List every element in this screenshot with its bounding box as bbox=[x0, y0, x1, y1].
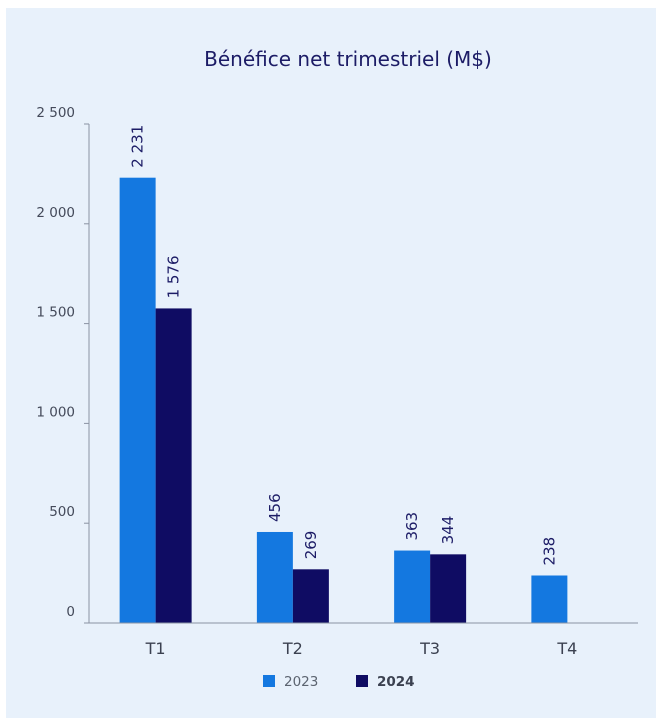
y-tick-label: 0 bbox=[66, 604, 75, 620]
x-tick-label: T3 bbox=[419, 639, 440, 658]
x-tick-label: T2 bbox=[282, 639, 303, 658]
data-label-2024-T2: 269 bbox=[302, 531, 320, 560]
x-axis: T1 T2 T3 T4 bbox=[89, 622, 638, 658]
legend-swatch-2024 bbox=[356, 675, 368, 687]
y-tick-label: 2 000 bbox=[36, 205, 75, 221]
bar-2024-T3 bbox=[430, 554, 467, 623]
legend-label-2024: 2024 bbox=[377, 674, 415, 690]
bars bbox=[119, 177, 568, 624]
y-tick-label: 1 000 bbox=[36, 404, 75, 420]
data-label-2023-T1: 2 231 bbox=[129, 125, 147, 168]
chart-svg: Bénéfice net trimestriel (M$) 0 500 1 000 1… bbox=[36, 47, 638, 690]
y-tick-label: 1 500 bbox=[36, 305, 75, 321]
data-label-2023-T2: 456 bbox=[266, 493, 284, 522]
chart-panel: Bénéfice net trimestriel (M$) 0 500 1 000 1… bbox=[6, 8, 656, 718]
legend-label-2023: 2023 bbox=[284, 674, 318, 690]
y-tick-label: 2 500 bbox=[36, 105, 75, 121]
x-tick-label: T1 bbox=[145, 639, 166, 658]
legend: 2023 2024 bbox=[263, 674, 415, 690]
chart-title: Bénéfice net trimestriel (M$) bbox=[204, 47, 492, 71]
bar-2023-T4 bbox=[531, 575, 568, 623]
x-tick-label: T4 bbox=[556, 639, 577, 658]
y-tick-label: 500 bbox=[49, 504, 75, 520]
data-label-2024-T3: 344 bbox=[439, 516, 457, 545]
bar-2023-T2 bbox=[256, 531, 293, 623]
data-label-2024-T1: 1 576 bbox=[165, 255, 183, 298]
data-labels: 2 231 1 576 456 269 363 344 238 bbox=[129, 125, 559, 566]
bar-2023-T3 bbox=[394, 550, 431, 623]
bar-2024-T2 bbox=[292, 569, 329, 623]
bar-2023-T1 bbox=[119, 177, 156, 624]
data-label-2023-T3: 363 bbox=[403, 512, 421, 541]
y-axis: 0 500 1 000 1 500 2 000 2 500 bbox=[36, 105, 90, 624]
bar-2024-T1 bbox=[155, 308, 192, 623]
legend-swatch-2023 bbox=[263, 675, 275, 687]
data-label-2023-T4: 238 bbox=[540, 537, 558, 566]
